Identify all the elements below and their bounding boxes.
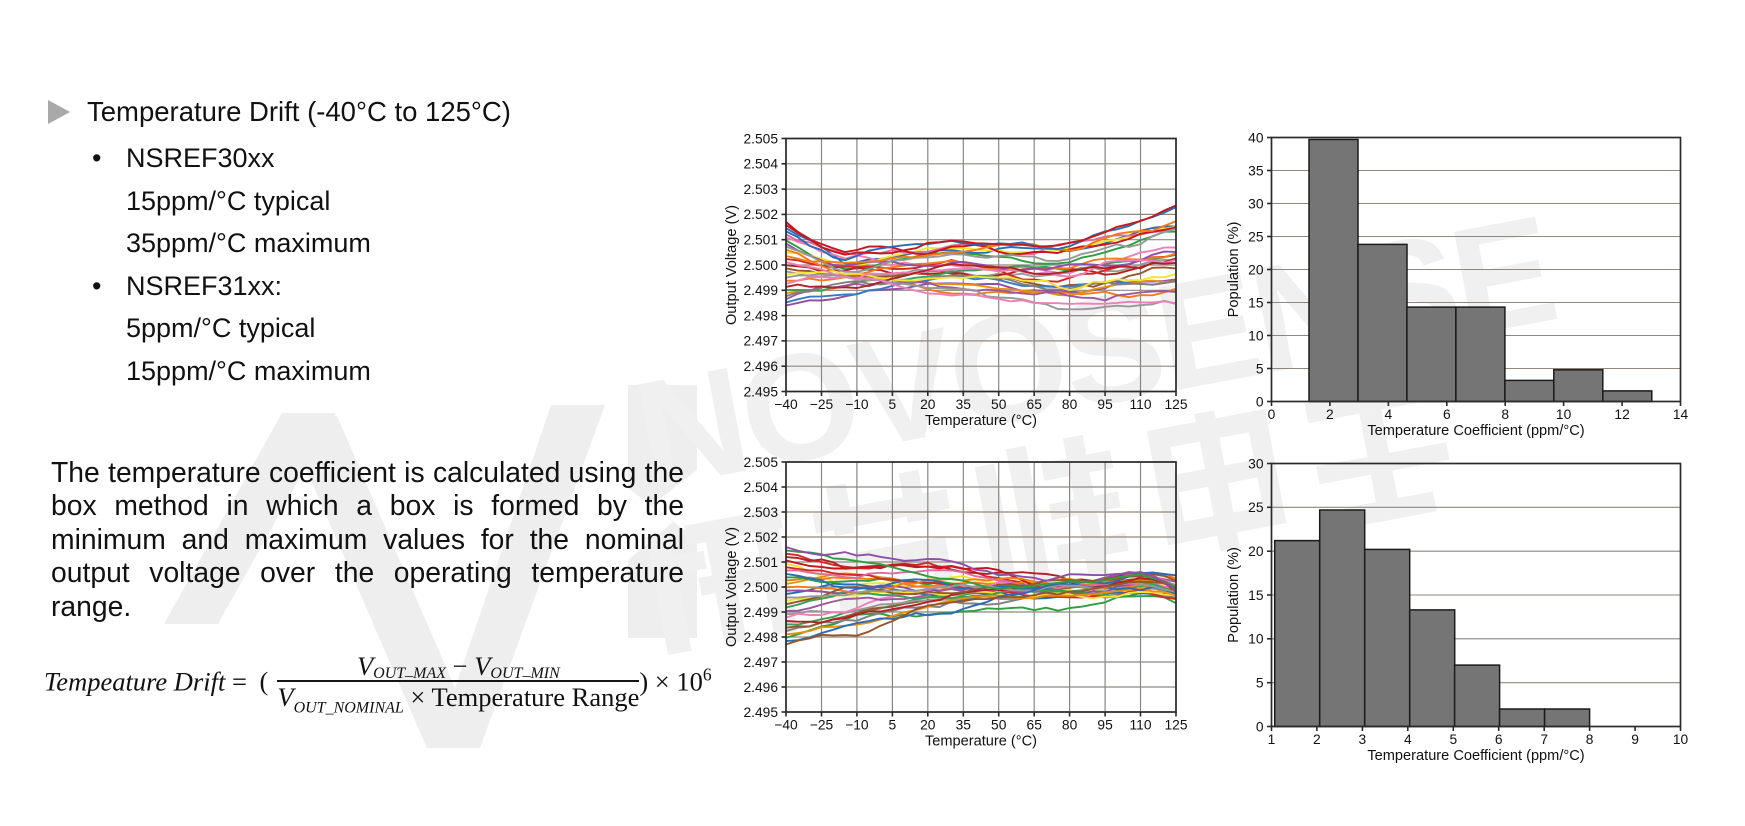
svg-text:7: 7 bbox=[1540, 732, 1548, 747]
svg-text:65: 65 bbox=[1027, 718, 1043, 733]
svg-text:2.502: 2.502 bbox=[743, 207, 778, 222]
svg-text:2.505: 2.505 bbox=[743, 131, 778, 146]
svg-text:12: 12 bbox=[1614, 407, 1629, 422]
svg-text:−40: −40 bbox=[774, 397, 798, 412]
svg-text:2.501: 2.501 bbox=[743, 555, 778, 570]
svg-text:40: 40 bbox=[1248, 130, 1264, 145]
svg-text:−40: −40 bbox=[774, 718, 798, 733]
svg-text:2.497: 2.497 bbox=[743, 655, 778, 670]
svg-text:2.500: 2.500 bbox=[743, 580, 778, 595]
svg-text:2: 2 bbox=[1326, 407, 1334, 422]
svg-text:35: 35 bbox=[956, 718, 972, 733]
svg-text:Output Voltage (V): Output Voltage (V) bbox=[724, 205, 740, 325]
svg-text:8: 8 bbox=[1586, 732, 1594, 747]
svg-text:2.497: 2.497 bbox=[743, 334, 778, 349]
svg-text:2.501: 2.501 bbox=[743, 233, 778, 248]
svg-text:−25: −25 bbox=[810, 397, 834, 412]
svg-text:0: 0 bbox=[1268, 407, 1276, 422]
svg-text:2.503: 2.503 bbox=[743, 505, 778, 520]
svg-text:Temperature (°C): Temperature (°C) bbox=[925, 734, 1037, 750]
svg-text:20: 20 bbox=[920, 397, 936, 412]
svg-text:6: 6 bbox=[1495, 732, 1503, 747]
svg-text:5: 5 bbox=[889, 397, 897, 412]
svg-text:0: 0 bbox=[1256, 719, 1264, 734]
svg-text:9: 9 bbox=[1631, 732, 1639, 747]
svg-text:15: 15 bbox=[1248, 295, 1264, 310]
svg-text:5: 5 bbox=[1256, 676, 1264, 691]
svg-text:−10: −10 bbox=[845, 397, 869, 412]
svg-text:4: 4 bbox=[1404, 732, 1412, 747]
svg-text:125: 125 bbox=[1164, 718, 1187, 733]
svg-text:95: 95 bbox=[1097, 397, 1113, 412]
svg-text:2.496: 2.496 bbox=[743, 680, 778, 695]
svg-text:6: 6 bbox=[1443, 407, 1451, 422]
svg-text:2.498: 2.498 bbox=[743, 308, 778, 323]
svg-text:80: 80 bbox=[1062, 397, 1078, 412]
svg-text:125: 125 bbox=[1164, 397, 1187, 412]
svg-text:25: 25 bbox=[1248, 500, 1264, 515]
svg-text:Output Voltage (V): Output Voltage (V) bbox=[724, 527, 740, 647]
svg-text:2.505: 2.505 bbox=[743, 455, 778, 470]
svg-text:20: 20 bbox=[1248, 544, 1264, 559]
svg-text:2.504: 2.504 bbox=[743, 480, 778, 495]
svg-text:35: 35 bbox=[956, 397, 972, 412]
svg-text:20: 20 bbox=[1248, 262, 1264, 277]
svg-text:0: 0 bbox=[1256, 394, 1264, 409]
svg-text:1: 1 bbox=[1268, 732, 1276, 747]
svg-text:10: 10 bbox=[1248, 632, 1264, 647]
svg-text:2.495: 2.495 bbox=[743, 705, 778, 720]
svg-text:80: 80 bbox=[1062, 718, 1078, 733]
svg-text:2.499: 2.499 bbox=[743, 605, 778, 620]
svg-text:20: 20 bbox=[920, 718, 936, 733]
svg-text:50: 50 bbox=[991, 718, 1007, 733]
svg-text:5: 5 bbox=[1256, 361, 1264, 376]
svg-text:10: 10 bbox=[1556, 407, 1572, 422]
svg-text:2.503: 2.503 bbox=[743, 182, 778, 197]
svg-text:110: 110 bbox=[1130, 397, 1152, 412]
svg-text:2.499: 2.499 bbox=[743, 283, 778, 298]
svg-text:110: 110 bbox=[1130, 718, 1152, 733]
svg-text:2.496: 2.496 bbox=[743, 359, 778, 374]
svg-text:2.504: 2.504 bbox=[743, 157, 778, 172]
svg-text:50: 50 bbox=[991, 397, 1007, 412]
svg-text:5: 5 bbox=[1449, 732, 1457, 747]
svg-text:Population (%): Population (%) bbox=[1226, 547, 1242, 643]
svg-text:Temperature Coefficient (ppm/°: Temperature Coefficient (ppm/°C) bbox=[1367, 748, 1584, 764]
svg-text:Temperature (°C): Temperature (°C) bbox=[925, 413, 1037, 429]
svg-text:14: 14 bbox=[1673, 407, 1689, 422]
svg-text:8: 8 bbox=[1501, 407, 1509, 422]
svg-text:2.502: 2.502 bbox=[743, 530, 778, 545]
svg-text:5: 5 bbox=[889, 718, 897, 733]
svg-text:2.495: 2.495 bbox=[743, 384, 778, 399]
svg-text:Temperature Coefficient (ppm/°: Temperature Coefficient (ppm/°C) bbox=[1367, 423, 1584, 439]
svg-text:25: 25 bbox=[1248, 229, 1264, 244]
svg-text:2.500: 2.500 bbox=[743, 258, 778, 273]
svg-text:95: 95 bbox=[1097, 718, 1113, 733]
svg-text:2.498: 2.498 bbox=[743, 630, 778, 645]
svg-text:−25: −25 bbox=[810, 718, 834, 733]
svg-text:10: 10 bbox=[1673, 732, 1689, 747]
svg-text:Population (%): Population (%) bbox=[1226, 222, 1242, 318]
svg-text:3: 3 bbox=[1359, 732, 1367, 747]
svg-text:35: 35 bbox=[1248, 163, 1264, 178]
svg-text:30: 30 bbox=[1248, 456, 1264, 471]
svg-text:65: 65 bbox=[1027, 397, 1043, 412]
svg-text:10: 10 bbox=[1248, 328, 1264, 343]
svg-text:2: 2 bbox=[1313, 732, 1321, 747]
svg-text:30: 30 bbox=[1248, 196, 1264, 211]
svg-text:4: 4 bbox=[1385, 407, 1393, 422]
svg-text:−10: −10 bbox=[845, 718, 869, 733]
svg-text:15: 15 bbox=[1248, 588, 1264, 603]
